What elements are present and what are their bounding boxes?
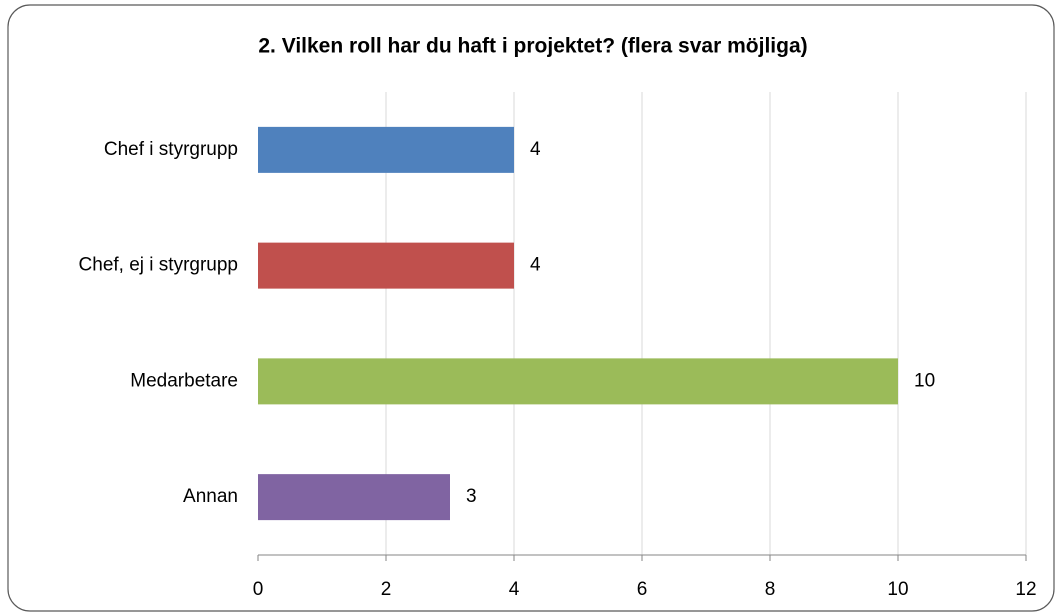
chart-title: 2. Vilken roll har du haft i projektet? … bbox=[258, 35, 807, 58]
x-tick-label: 8 bbox=[765, 579, 776, 600]
y-tick-label: Medarbetare bbox=[130, 370, 238, 391]
y-tick-label: Chef i styrgrupp bbox=[104, 139, 238, 160]
chart-frame bbox=[7, 4, 1055, 612]
data-label: 3 bbox=[466, 486, 477, 507]
data-label: 4 bbox=[530, 255, 541, 276]
bar bbox=[258, 358, 898, 405]
x-tick-label: 12 bbox=[1015, 579, 1036, 600]
data-label: 4 bbox=[530, 139, 541, 160]
bar bbox=[258, 474, 450, 521]
x-tick-label: 6 bbox=[637, 579, 648, 600]
bar bbox=[258, 126, 514, 173]
y-tick-label: Annan bbox=[183, 486, 238, 507]
bar bbox=[258, 242, 514, 289]
y-tick-label: Chef, ej i styrgrupp bbox=[79, 255, 238, 276]
x-tick-label: 4 bbox=[509, 579, 520, 600]
x-tick-label: 2 bbox=[381, 579, 392, 600]
data-label: 10 bbox=[914, 370, 935, 391]
x-tick-label: 0 bbox=[253, 579, 264, 600]
x-tick-label: 10 bbox=[887, 579, 908, 600]
